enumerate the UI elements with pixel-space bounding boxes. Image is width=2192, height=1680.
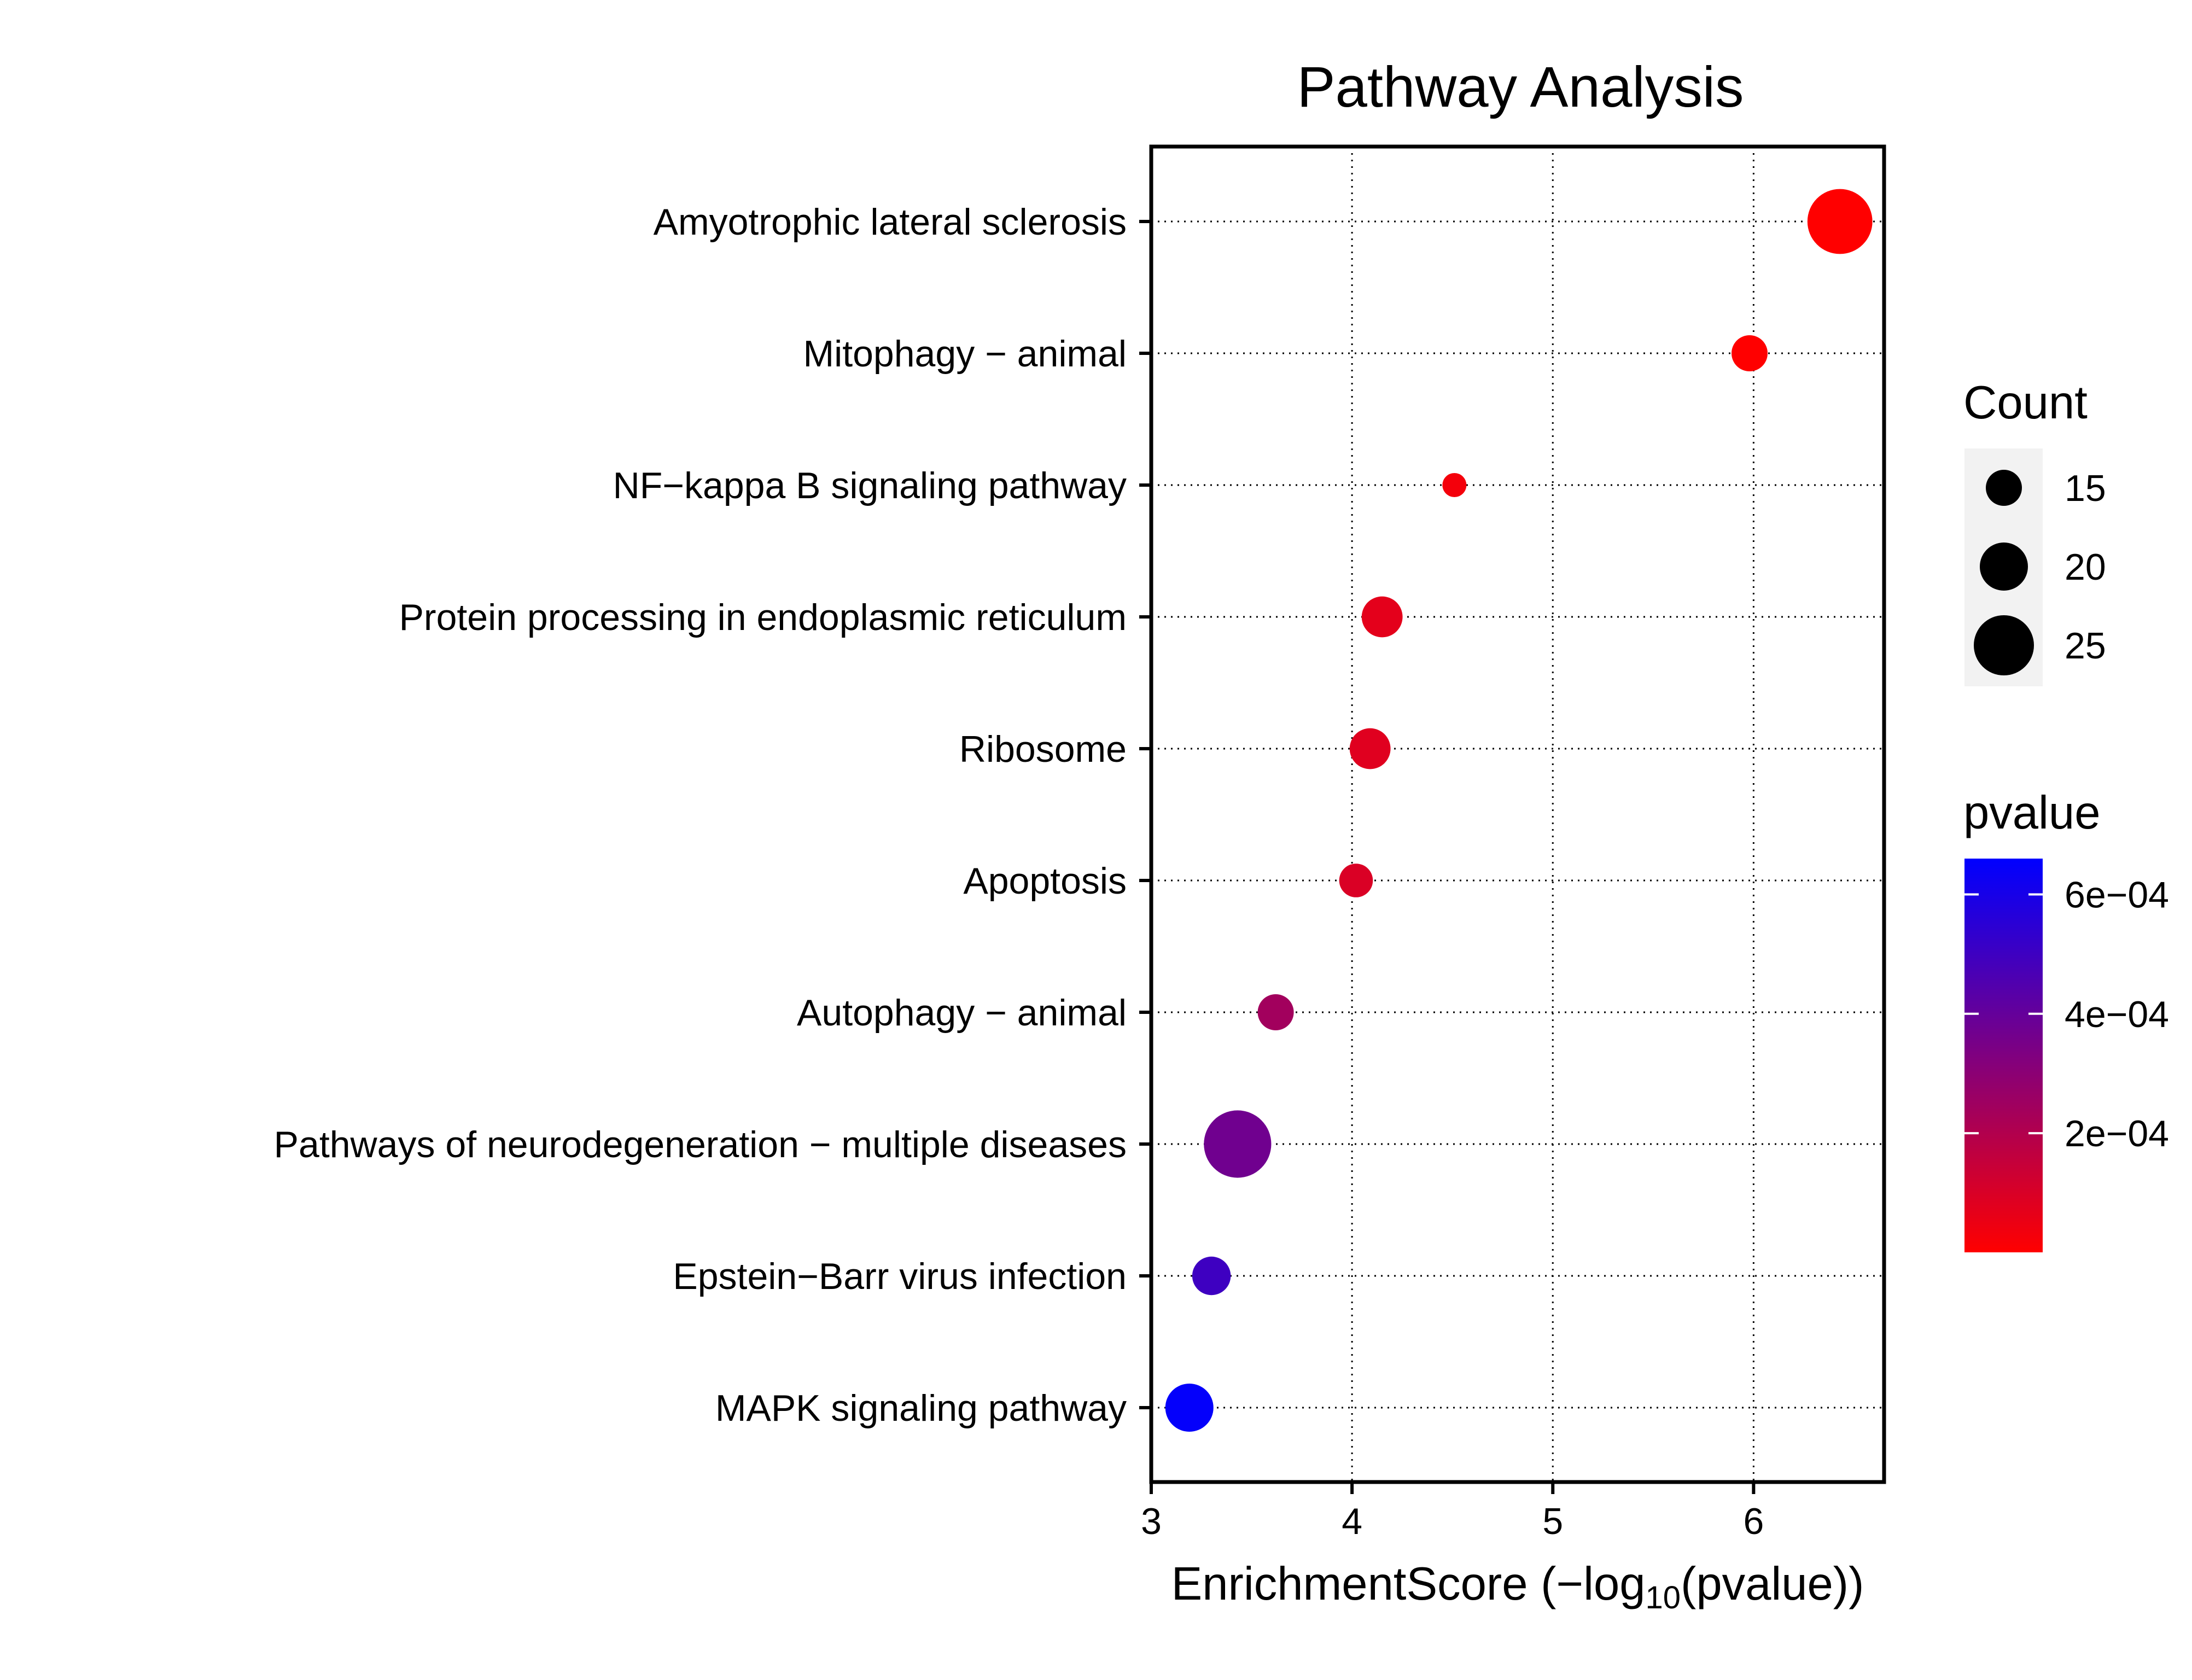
legend-count-key [1974, 615, 2034, 675]
plot-panel-border [1149, 144, 1886, 1484]
legend-pvalue-colorbar [1964, 859, 2043, 1252]
legend-count-entries: 15 20 25 [1974, 468, 2106, 675]
legend-pvalue-label: 4e−04 [2065, 994, 2169, 1035]
x-tick-label: 3 [1141, 1501, 1162, 1542]
legend-pvalue-title: pvalue [1963, 787, 2100, 839]
data-point [1165, 1384, 1214, 1432]
y-tick-label: Autophagy − animal [797, 992, 1127, 1034]
x-tick-label: 6 [1743, 1501, 1764, 1542]
data-point [1257, 994, 1294, 1030]
data-points [1165, 189, 1873, 1432]
y-tick-label: Mitophagy − animal [803, 333, 1127, 375]
x-axis: 3 4 5 6 [1141, 1482, 1764, 1542]
y-axis: Amyotrophic lateral sclerosis Mitophagy −… [274, 201, 1151, 1429]
data-point [1339, 864, 1373, 897]
x-axis-title-subscript: 10 [1646, 1580, 1681, 1615]
y-tick-label: Apoptosis [963, 860, 1127, 902]
legend-count-key [1980, 542, 2028, 591]
legend-pvalue-label: 6e−04 [2065, 874, 2169, 915]
x-tick-label: 5 [1542, 1501, 1563, 1542]
y-tick-label: Ribosome [959, 728, 1127, 770]
legend-count-title: Count [1963, 377, 2088, 429]
y-tick-label: Protein processing in endoplasmic reticu… [399, 597, 1127, 638]
x-tick-label: 4 [1342, 1501, 1362, 1542]
y-tick-label: Pathways of neurodegeneration − multiple… [274, 1124, 1127, 1165]
legend-pvalue-label: 2e−04 [2065, 1113, 2169, 1154]
x-axis-title-prefix: EnrichmentScore (−log [1171, 1558, 1646, 1610]
y-tick-label: Amyotrophic lateral sclerosis [654, 201, 1127, 243]
gridlines [1150, 147, 1884, 1482]
y-tick-label: Epstein−Barr virus infection [673, 1256, 1127, 1297]
data-point [1361, 596, 1403, 638]
legend-count: Count 15 20 25 [1963, 377, 2106, 686]
legend-pvalue-ticks: 6e−04 4e−04 2e−04 [1964, 874, 2169, 1154]
legend-pvalue: pvalue 6e−04 4e−04 2e−04 [1963, 787, 2169, 1252]
legend-count-label: 15 [2065, 468, 2106, 509]
legend-count-label: 25 [2065, 625, 2106, 667]
data-point [1349, 728, 1391, 769]
x-axis-title-suffix: (pvalue)) [1681, 1558, 1864, 1610]
y-tick-label: NF−kappa B signaling pathway [613, 465, 1127, 506]
data-point [1732, 335, 1768, 371]
x-axis-title: EnrichmentScore (−log10(pvalue)) [1171, 1558, 1864, 1615]
data-point [1442, 473, 1467, 497]
legend-count-label: 20 [2065, 546, 2106, 588]
y-tick-label: MAPK signaling pathway [715, 1387, 1127, 1429]
data-point [1807, 189, 1873, 254]
chart-title: Pathway Analysis [1297, 55, 1744, 119]
data-point [1192, 1256, 1231, 1296]
data-point [1204, 1110, 1272, 1178]
legend-count-key [1986, 470, 2022, 506]
